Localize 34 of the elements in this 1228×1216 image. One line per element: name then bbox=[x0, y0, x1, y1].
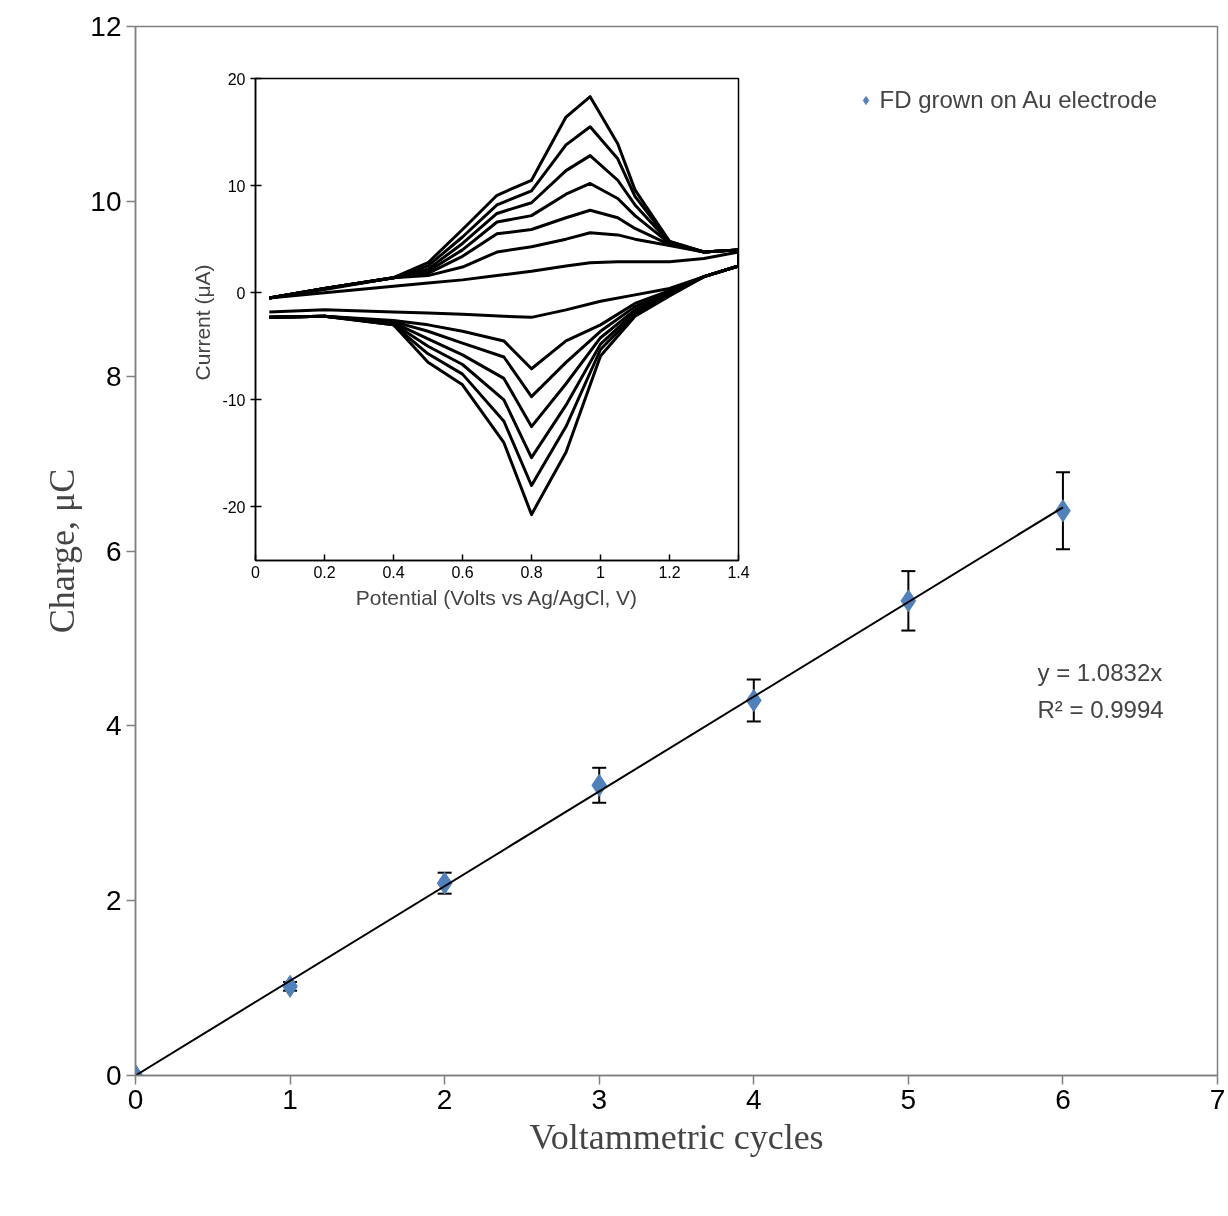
x-tick-label: 1 bbox=[596, 563, 606, 581]
x-tick-label: 0.6 bbox=[451, 563, 474, 581]
y-tick-label: 0 bbox=[105, 1060, 122, 1091]
x-tick-label: 6 bbox=[1055, 1083, 1071, 1115]
x-tick-label: 4 bbox=[746, 1083, 762, 1115]
annotation: R² = 0.9994 bbox=[1037, 696, 1164, 723]
y-tick-label: 20 bbox=[227, 70, 246, 88]
x-tick-label: 1.2 bbox=[658, 563, 681, 581]
x-tick-label: 7 bbox=[1209, 1083, 1226, 1115]
y-axis-title: Charge, μC bbox=[42, 468, 83, 634]
y-tick-label: 10 bbox=[90, 185, 122, 217]
x-tick-label: 5 bbox=[900, 1083, 917, 1115]
y-axis-title: Current (μA) bbox=[191, 264, 215, 381]
x-axis-title: Potential (Volts vs Ag/AgCl, V) bbox=[355, 585, 638, 609]
x-tick-label: 0.2 bbox=[313, 563, 336, 581]
x-tick-label: 1.4 bbox=[727, 563, 750, 581]
x-tick-label: 0 bbox=[127, 1083, 144, 1115]
x-tick-label: 0.4 bbox=[382, 563, 405, 581]
x-tick-label: 1 bbox=[282, 1083, 298, 1115]
annotation: y = 1.0832x bbox=[1037, 659, 1163, 686]
y-tick-label: 10 bbox=[227, 177, 246, 195]
y-tick-label: 4 bbox=[105, 710, 122, 742]
y-tick-label: 12 bbox=[90, 11, 122, 42]
x-tick-label: 0 bbox=[251, 563, 261, 581]
y-tick-label: 0 bbox=[236, 284, 246, 302]
y-tick-label: -10 bbox=[222, 391, 246, 409]
x-tick-label: 2 bbox=[436, 1083, 453, 1115]
y-tick-label: -20 bbox=[222, 498, 246, 516]
x-tick-label: 3 bbox=[591, 1083, 608, 1115]
legend-label: FD grown on Au electrode bbox=[879, 86, 1157, 114]
x-tick-label: 0.8 bbox=[520, 563, 543, 581]
x-axis-title: Voltammetric cycles bbox=[529, 1116, 824, 1157]
y-tick-label: 8 bbox=[105, 360, 122, 392]
y-tick-label: 2 bbox=[105, 885, 122, 917]
